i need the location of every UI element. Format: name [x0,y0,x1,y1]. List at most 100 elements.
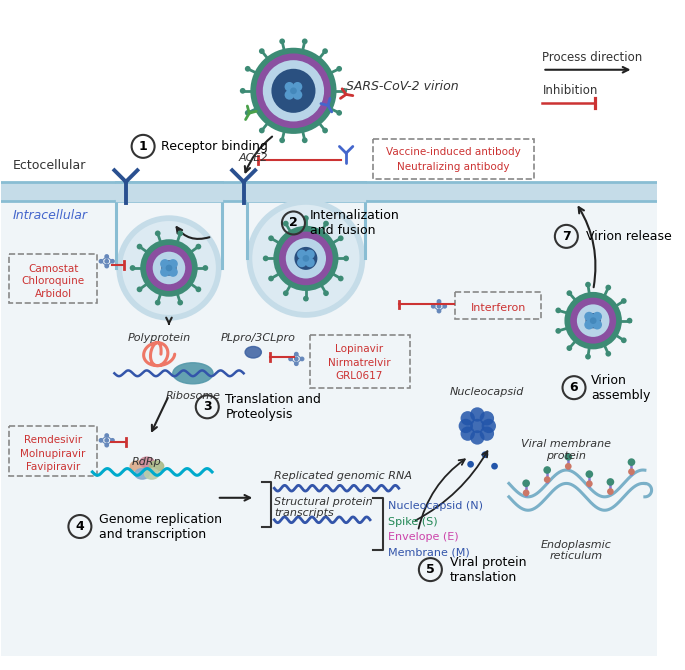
Circle shape [607,488,614,495]
Circle shape [566,290,572,296]
Circle shape [155,230,160,237]
Circle shape [250,48,336,134]
Circle shape [116,215,222,321]
Circle shape [590,318,597,324]
Text: Spike (S): Spike (S) [388,517,438,527]
Circle shape [294,361,299,366]
Circle shape [302,38,308,44]
Circle shape [544,476,551,483]
Text: Intracellular: Intracellular [13,209,88,222]
Text: Process direction: Process direction [543,51,643,64]
Circle shape [306,258,314,267]
Text: RdRp: RdRp [132,458,162,468]
Circle shape [259,127,264,133]
Ellipse shape [140,457,154,468]
Circle shape [566,345,572,351]
Circle shape [269,235,274,241]
Circle shape [160,267,170,277]
Ellipse shape [149,461,164,472]
Circle shape [273,226,338,291]
Text: Membrane (M): Membrane (M) [388,547,470,557]
Circle shape [323,290,329,296]
FancyBboxPatch shape [1,14,658,656]
Circle shape [99,259,103,264]
Circle shape [136,287,142,292]
Circle shape [306,249,314,259]
Circle shape [155,299,160,306]
Circle shape [460,411,475,425]
Text: Neutralizing antibody: Neutralizing antibody [397,162,510,172]
Circle shape [294,356,299,361]
FancyBboxPatch shape [1,14,658,182]
Circle shape [470,419,484,433]
Circle shape [104,433,109,438]
Circle shape [479,426,494,441]
Text: Inhibition: Inhibition [543,84,598,97]
Circle shape [263,255,269,261]
Circle shape [556,328,561,334]
Circle shape [245,110,251,116]
Circle shape [240,88,245,94]
Circle shape [284,90,294,100]
Text: ACE2: ACE2 [238,153,268,163]
Circle shape [104,264,109,269]
Circle shape [565,463,571,470]
Circle shape [283,220,288,226]
Text: Arbidol: Arbidol [34,289,72,299]
Ellipse shape [245,346,262,358]
Circle shape [284,82,294,92]
Circle shape [607,478,614,486]
Circle shape [146,245,192,291]
Text: Molnupiravir: Molnupiravir [21,449,86,459]
Text: Favipiravir: Favipiravir [26,462,80,472]
Circle shape [467,461,474,468]
Circle shape [627,318,632,324]
Circle shape [479,411,494,425]
Circle shape [586,313,601,328]
Circle shape [297,258,307,267]
Circle shape [322,48,328,54]
Circle shape [621,298,627,304]
Text: Replicated genomic RNA: Replicated genomic RNA [274,471,412,481]
Circle shape [203,265,208,271]
Circle shape [279,38,285,44]
Circle shape [279,232,333,285]
Circle shape [104,259,109,264]
Circle shape [269,275,274,281]
Text: Ribosome: Ribosome [165,391,221,401]
Circle shape [586,480,593,487]
Circle shape [161,261,177,275]
Circle shape [341,88,347,94]
Circle shape [459,419,473,433]
Circle shape [564,292,622,349]
Text: 5: 5 [426,563,435,576]
Circle shape [556,308,561,314]
Text: Polyprotein: Polyprotein [128,333,191,343]
Circle shape [606,285,611,290]
Text: Genome replication
and transcription: Genome replication and transcription [99,513,222,541]
Circle shape [99,438,103,443]
Text: Lopinavir: Lopinavir [336,344,384,354]
Text: Translation and
Proteolysis: Translation and Proteolysis [225,393,321,421]
Circle shape [436,304,441,309]
Circle shape [256,54,331,128]
Text: Receptor binding: Receptor binding [161,140,269,153]
Circle shape [160,259,170,269]
Circle shape [336,110,342,116]
Circle shape [470,430,484,445]
Circle shape [104,254,109,259]
Circle shape [627,458,635,466]
Circle shape [279,137,285,143]
Circle shape [323,220,329,226]
Circle shape [104,443,109,448]
Circle shape [606,351,611,356]
Text: Virion release: Virion release [586,230,671,243]
Text: Structural protein
transcripts: Structural protein transcripts [274,496,373,518]
Circle shape [140,239,198,297]
Circle shape [302,137,308,143]
Circle shape [286,239,326,279]
Circle shape [584,320,594,330]
Circle shape [303,295,309,302]
Text: Nucleocapsid: Nucleocapsid [449,387,524,397]
Text: Endoplasmic
reticulum: Endoplasmic reticulum [540,539,612,561]
